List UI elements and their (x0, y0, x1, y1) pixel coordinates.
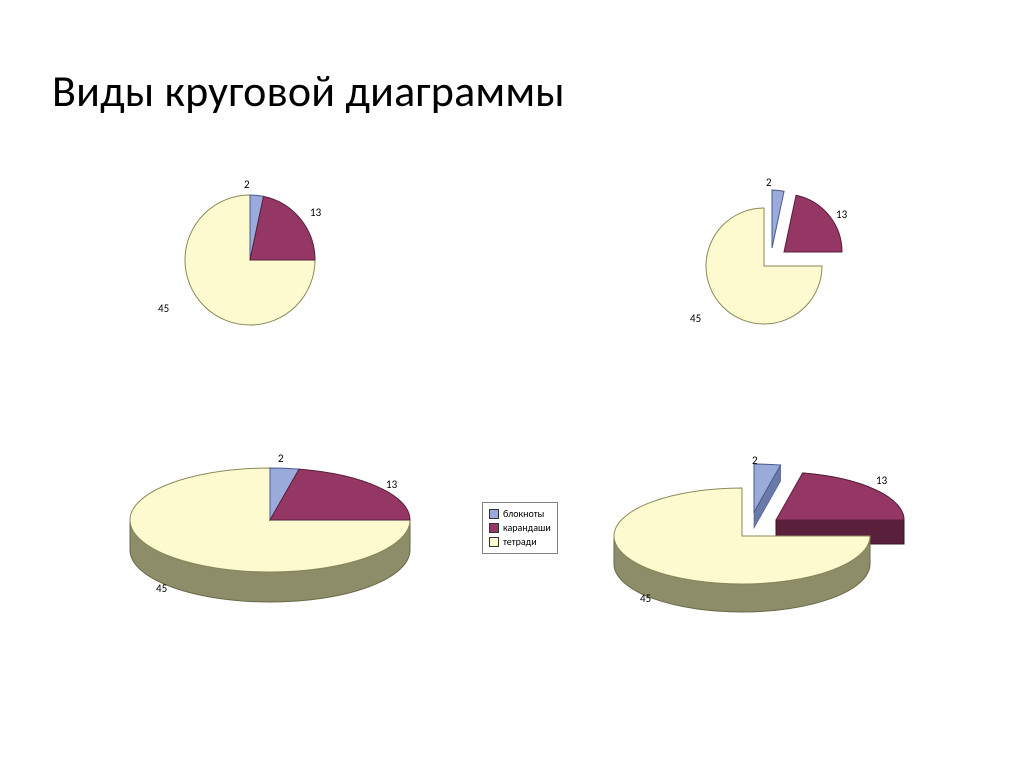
slice-bloknoty (772, 190, 784, 248)
label-v3: 45 (640, 592, 651, 605)
label-v3: 45 (158, 302, 169, 315)
label-v1: 2 (244, 178, 250, 191)
label-v2: 13 (876, 474, 887, 487)
pie-2d (150, 160, 350, 360)
swatch-icon (489, 523, 499, 533)
legend-label: блокноты (503, 507, 544, 521)
label-v1: 2 (752, 454, 758, 467)
legend-item-bloknoty: блокноты (489, 507, 551, 521)
label-v2: 13 (836, 208, 847, 221)
legend-item-karandashi: карандаши (489, 521, 551, 535)
swatch-icon (489, 509, 499, 519)
label-v3: 45 (156, 582, 167, 595)
slice-karandashi (784, 195, 842, 252)
swatch-icon (489, 537, 499, 547)
pie-3d (100, 450, 440, 630)
pie-2d-exploded (670, 160, 880, 360)
legend-label: карандаши (503, 521, 551, 535)
legend: блокноты карандаши тетради (482, 502, 558, 554)
label-v2: 13 (310, 206, 321, 219)
label-v2: 13 (386, 478, 397, 491)
legend-item-tetradi: тетради (489, 535, 551, 549)
slide: Виды круговой диаграммы 2 13 45 (0, 0, 1024, 768)
legend-label: тетради (503, 535, 537, 549)
page-title: Виды круговой диаграммы (52, 64, 565, 118)
label-v3: 45 (690, 312, 701, 325)
label-v1: 2 (766, 176, 772, 189)
label-v1: 2 (278, 452, 284, 465)
